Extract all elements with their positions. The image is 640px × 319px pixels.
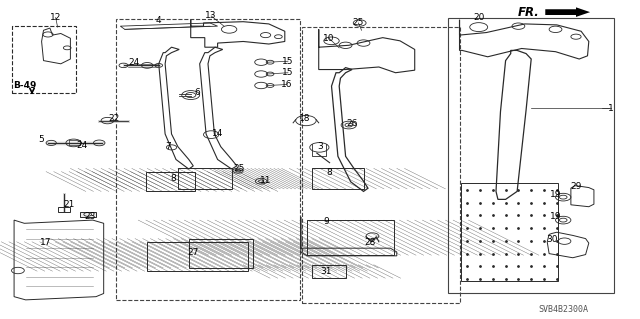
Text: 10: 10 xyxy=(323,34,335,43)
Bar xyxy=(307,220,394,255)
Text: 9: 9 xyxy=(324,217,329,226)
Text: 30: 30 xyxy=(546,235,557,244)
Bar xyxy=(178,168,232,189)
Bar xyxy=(448,18,614,293)
Text: 11: 11 xyxy=(260,176,271,185)
Bar xyxy=(147,242,248,271)
FancyArrow shape xyxy=(545,7,590,17)
Text: 16: 16 xyxy=(281,80,292,89)
Text: 28: 28 xyxy=(364,238,376,247)
Text: 19: 19 xyxy=(550,212,561,221)
Text: 13: 13 xyxy=(205,11,217,20)
Text: 17: 17 xyxy=(40,238,52,247)
Text: 1: 1 xyxy=(609,104,614,113)
Bar xyxy=(189,239,253,268)
Text: 3: 3 xyxy=(317,142,323,151)
Bar xyxy=(12,26,76,93)
Text: 4: 4 xyxy=(156,16,161,25)
Text: 12: 12 xyxy=(50,13,61,22)
Text: 15: 15 xyxy=(282,57,294,66)
Text: 21: 21 xyxy=(63,200,75,209)
Text: 15: 15 xyxy=(282,68,294,77)
Text: 24: 24 xyxy=(76,141,88,150)
Polygon shape xyxy=(80,212,96,217)
Text: 19: 19 xyxy=(550,190,561,199)
Text: 24: 24 xyxy=(129,58,140,67)
Text: 27: 27 xyxy=(188,248,199,256)
Text: SVB4B2300A: SVB4B2300A xyxy=(538,305,588,314)
Text: 29: 29 xyxy=(570,182,582,191)
Bar xyxy=(461,183,558,281)
Text: 23: 23 xyxy=(84,212,95,221)
Bar xyxy=(116,19,300,300)
Text: 5: 5 xyxy=(39,135,44,144)
Text: 22: 22 xyxy=(108,114,120,122)
Text: B-49: B-49 xyxy=(13,81,36,90)
Text: 8: 8 xyxy=(170,174,175,182)
Bar xyxy=(312,265,346,278)
Text: 6: 6 xyxy=(195,88,200,97)
Text: 26: 26 xyxy=(346,119,358,128)
Bar xyxy=(312,168,364,189)
Text: FR.: FR. xyxy=(518,6,540,19)
Text: 20: 20 xyxy=(473,13,484,22)
Text: 18: 18 xyxy=(299,114,310,123)
Text: 25: 25 xyxy=(353,19,364,27)
Text: 14: 14 xyxy=(212,129,223,138)
Text: 7: 7 xyxy=(165,142,170,151)
Text: 8: 8 xyxy=(326,168,332,177)
Bar xyxy=(302,27,460,303)
Text: 25: 25 xyxy=(234,164,245,173)
Text: 31: 31 xyxy=(321,267,332,276)
Bar xyxy=(146,172,195,191)
